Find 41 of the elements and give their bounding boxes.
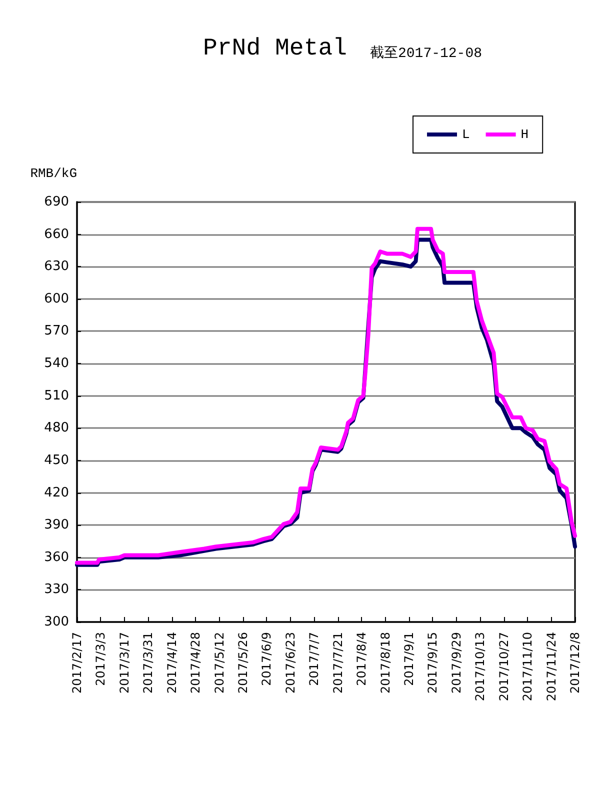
x-tick-label: 2017/5/12 (212, 632, 226, 694)
x-tick-label: 2017/5/26 (236, 632, 250, 694)
x-tick-label: 2017/4/14 (164, 632, 179, 694)
x-tick-label: 2017/11/24 (544, 632, 558, 702)
x-tick-label: 2017/10/27 (496, 632, 511, 702)
y-tick-label: 390 (44, 518, 69, 533)
chart-title: PrNd Metal (203, 36, 348, 62)
y-tick-label: 570 (44, 324, 69, 339)
y-tick-label: 540 (44, 356, 69, 372)
x-tick-label: 2017/10/13 (473, 632, 488, 702)
x-tick-label: 2017/3/17 (117, 632, 132, 694)
x-tick-label: 2017/12/8 (568, 632, 582, 694)
y-tick-label: 660 (44, 226, 69, 242)
x-tick-label: 2017/4/28 (188, 632, 203, 694)
x-tick-label: 2017/8/18 (378, 632, 392, 694)
x-tick-label: 2017/11/10 (520, 632, 535, 702)
x-tick-label: 2017/3/31 (141, 632, 156, 694)
y-tick-label: 300 (44, 614, 69, 630)
y-tick-label: 600 (44, 291, 69, 306)
y-tick-label: 480 (44, 420, 69, 436)
x-tick-label: 2017/7/21 (330, 632, 345, 694)
y-tick-label: 330 (44, 582, 69, 598)
y-tick-label: 420 (44, 485, 69, 500)
x-tick-label: 2017/7/7 (307, 632, 322, 686)
y-tick-label: 450 (44, 452, 69, 468)
x-tick-label: 2017/6/9 (260, 632, 274, 686)
y-tick-label: 630 (44, 259, 69, 274)
y-tick-label: 690 (44, 194, 69, 210)
x-tick-label: 2017/9/29 (449, 632, 464, 694)
legend-label: H (520, 127, 529, 142)
chart-subtitle: 截至2017-12-08 (370, 45, 482, 62)
y-tick-label: 360 (44, 550, 69, 565)
legend-label: L (462, 127, 470, 142)
x-tick-label: 2017/6/23 (283, 632, 298, 694)
x-tick-label: 2017/3/3 (94, 632, 108, 686)
y-tick-label: 510 (44, 388, 69, 404)
x-tick-label: 2017/2/17 (70, 632, 84, 694)
x-tick-label: 2017/9/1 (402, 632, 416, 686)
x-tick-label: 2017/8/4 (354, 632, 369, 686)
x-tick-label: 2017/9/15 (426, 632, 440, 694)
y-axis-title: RMB/kG (30, 166, 77, 181)
